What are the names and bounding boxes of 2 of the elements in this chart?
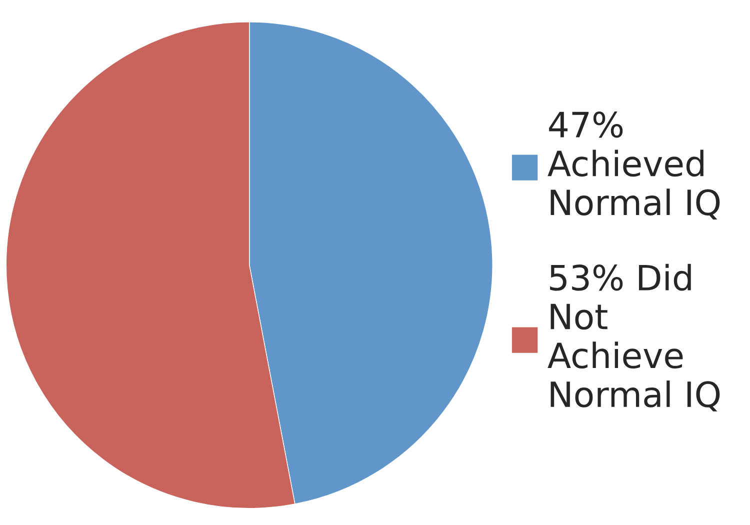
legend-label: 47% Achieved Normal IQ: [548, 111, 720, 220]
legend-label: 53% Did Not Achieve Normal IQ: [548, 264, 720, 412]
